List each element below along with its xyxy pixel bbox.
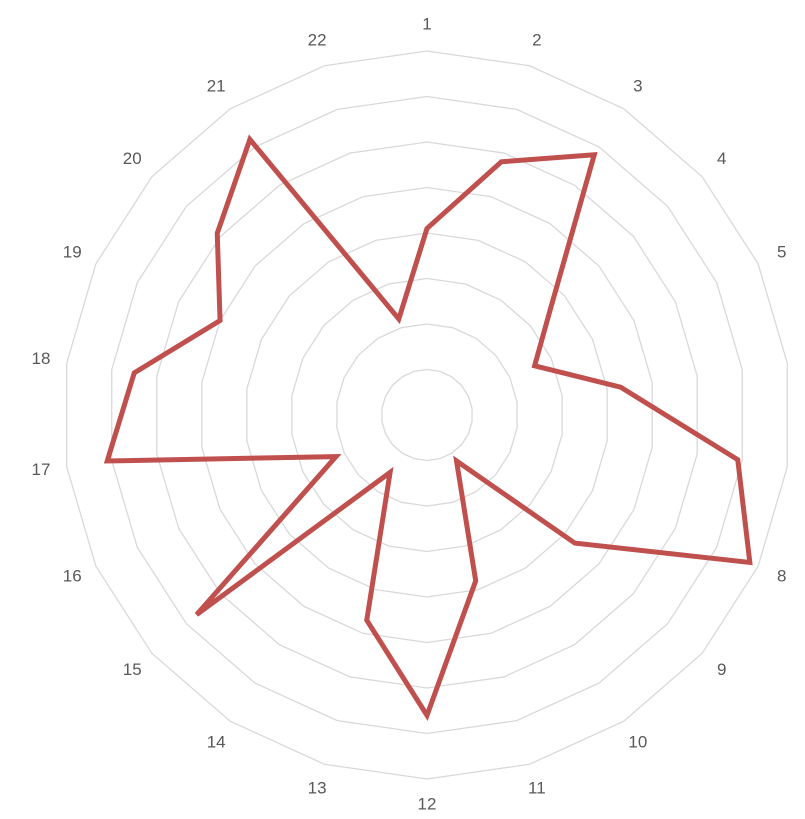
grid-ring bbox=[156, 141, 698, 689]
series-line bbox=[103, 134, 753, 721]
category-label: 20 bbox=[123, 149, 142, 168]
category-label: 1 bbox=[422, 14, 431, 33]
grid-ring bbox=[66, 50, 788, 780]
grid-ring bbox=[246, 232, 608, 598]
category-label: 2 bbox=[532, 30, 541, 49]
category-label: 12 bbox=[418, 794, 437, 813]
category-label: 18 bbox=[32, 349, 51, 368]
category-label: 15 bbox=[123, 660, 142, 679]
category-label: 22 bbox=[308, 30, 327, 49]
category-label: 4 bbox=[717, 149, 726, 168]
grid-ring bbox=[291, 277, 563, 553]
category-label: 21 bbox=[207, 76, 226, 95]
category-label: 13 bbox=[308, 779, 327, 798]
category-label: 11 bbox=[528, 779, 546, 798]
category-label: 10 bbox=[628, 733, 647, 752]
grid-ring bbox=[111, 95, 743, 735]
category-label: 5 bbox=[777, 242, 786, 261]
category-label: 3 bbox=[633, 76, 642, 95]
category-label: 8 bbox=[777, 566, 786, 585]
category-label: 19 bbox=[63, 242, 82, 261]
category-label: 9 bbox=[717, 660, 726, 679]
category-label: 14 bbox=[207, 733, 226, 752]
grid-ring bbox=[201, 186, 653, 644]
grid-ring bbox=[336, 323, 518, 507]
category-label: 17 bbox=[32, 460, 51, 479]
category-label: 16 bbox=[63, 566, 82, 585]
grid-ring bbox=[381, 368, 473, 462]
